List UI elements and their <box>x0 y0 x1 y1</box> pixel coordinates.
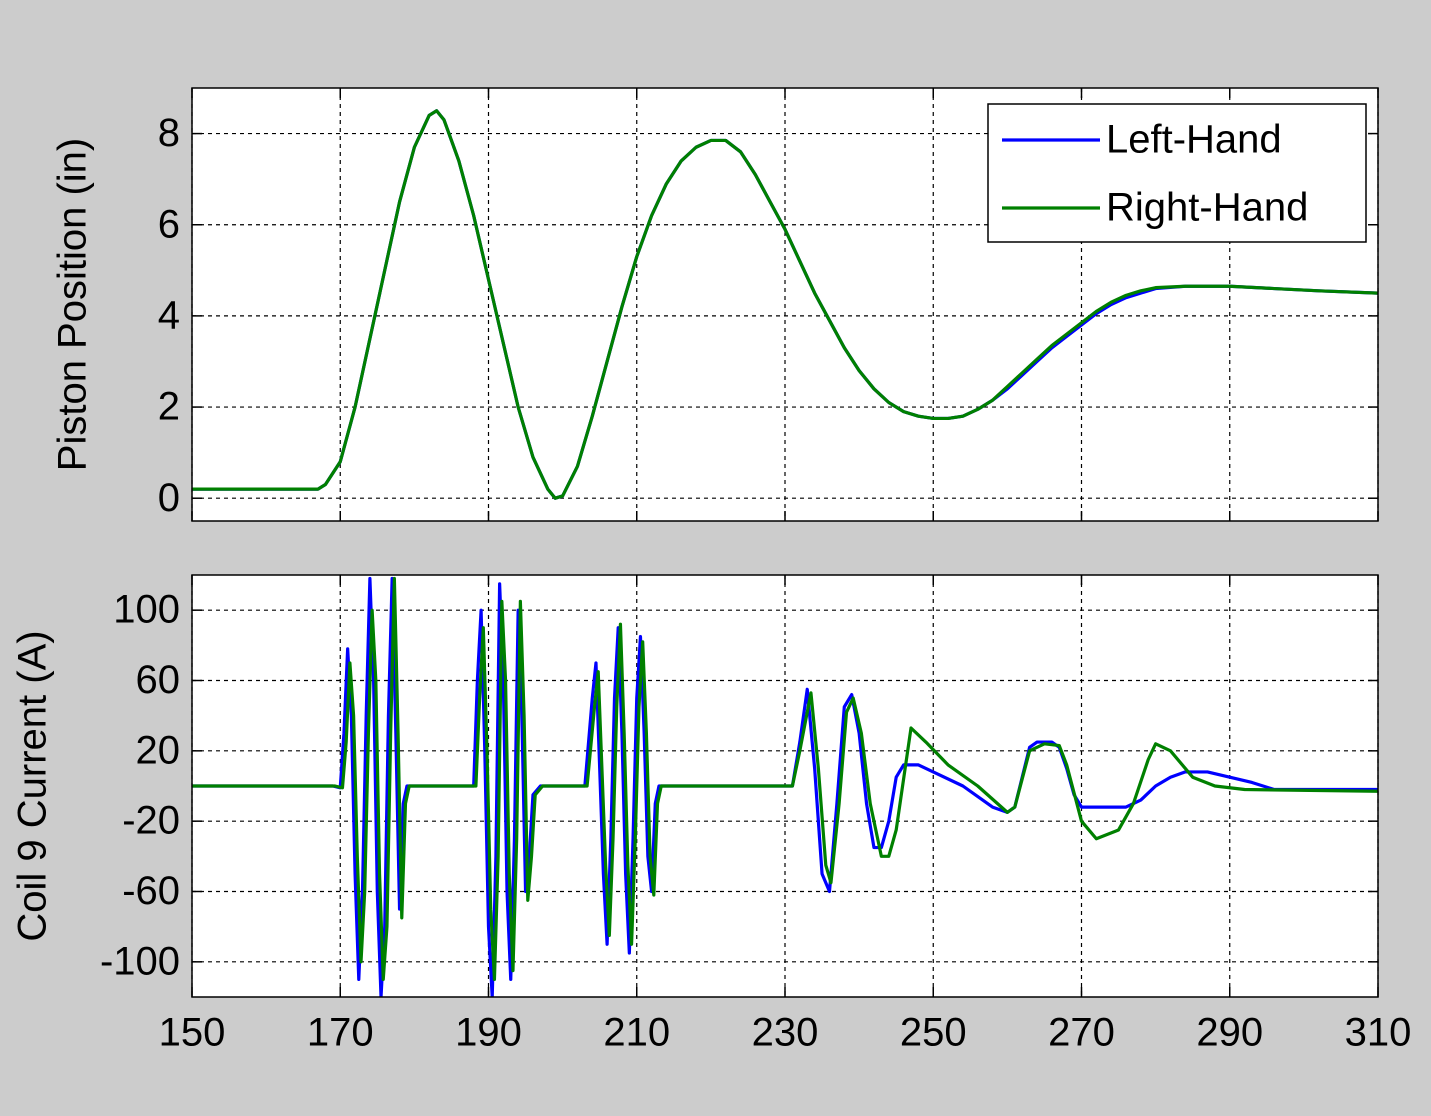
y-axis-label: Piston Position (in) <box>51 138 95 471</box>
x-tick-label: 210 <box>603 1011 670 1055</box>
x-tick-label: 290 <box>1196 1011 1263 1055</box>
y-tick-label: -60 <box>122 869 180 913</box>
y-tick-label: 20 <box>136 728 181 772</box>
x-tick-label: 230 <box>752 1011 819 1055</box>
y-tick-label: 8 <box>158 111 180 155</box>
x-tick-label: 190 <box>455 1011 522 1055</box>
axes-frame <box>191 87 1379 522</box>
x-tick-label: 270 <box>1048 1011 1115 1055</box>
legend-box <box>987 103 1367 243</box>
y-tick-label: 6 <box>158 202 180 246</box>
x-tick-label: 310 <box>1345 1011 1412 1055</box>
x-tick-label: 170 <box>307 1011 374 1055</box>
legend-label: Right-Hand <box>1106 186 1308 230</box>
series-group <box>192 576 1378 997</box>
x-tick-label: 150 <box>159 1011 226 1055</box>
series-line <box>192 576 1378 982</box>
y-tick-label: -20 <box>122 799 180 843</box>
series-line <box>192 576 1378 997</box>
axes-frame <box>191 574 1379 998</box>
y-axis-label: Coil 9 Current (A) <box>11 630 55 941</box>
series-group <box>192 109 1378 500</box>
series-line <box>192 109 1378 500</box>
x-tick-label: 250 <box>900 1011 967 1055</box>
y-tick-label: -100 <box>100 939 180 983</box>
y-tick-label: 100 <box>113 588 180 632</box>
legend-label: Left-Hand <box>1106 118 1282 162</box>
y-tick-label: 4 <box>158 293 180 337</box>
y-tick-label: 60 <box>136 658 181 702</box>
y-tick-label: 2 <box>158 385 180 429</box>
y-tick-label: 0 <box>158 476 180 520</box>
